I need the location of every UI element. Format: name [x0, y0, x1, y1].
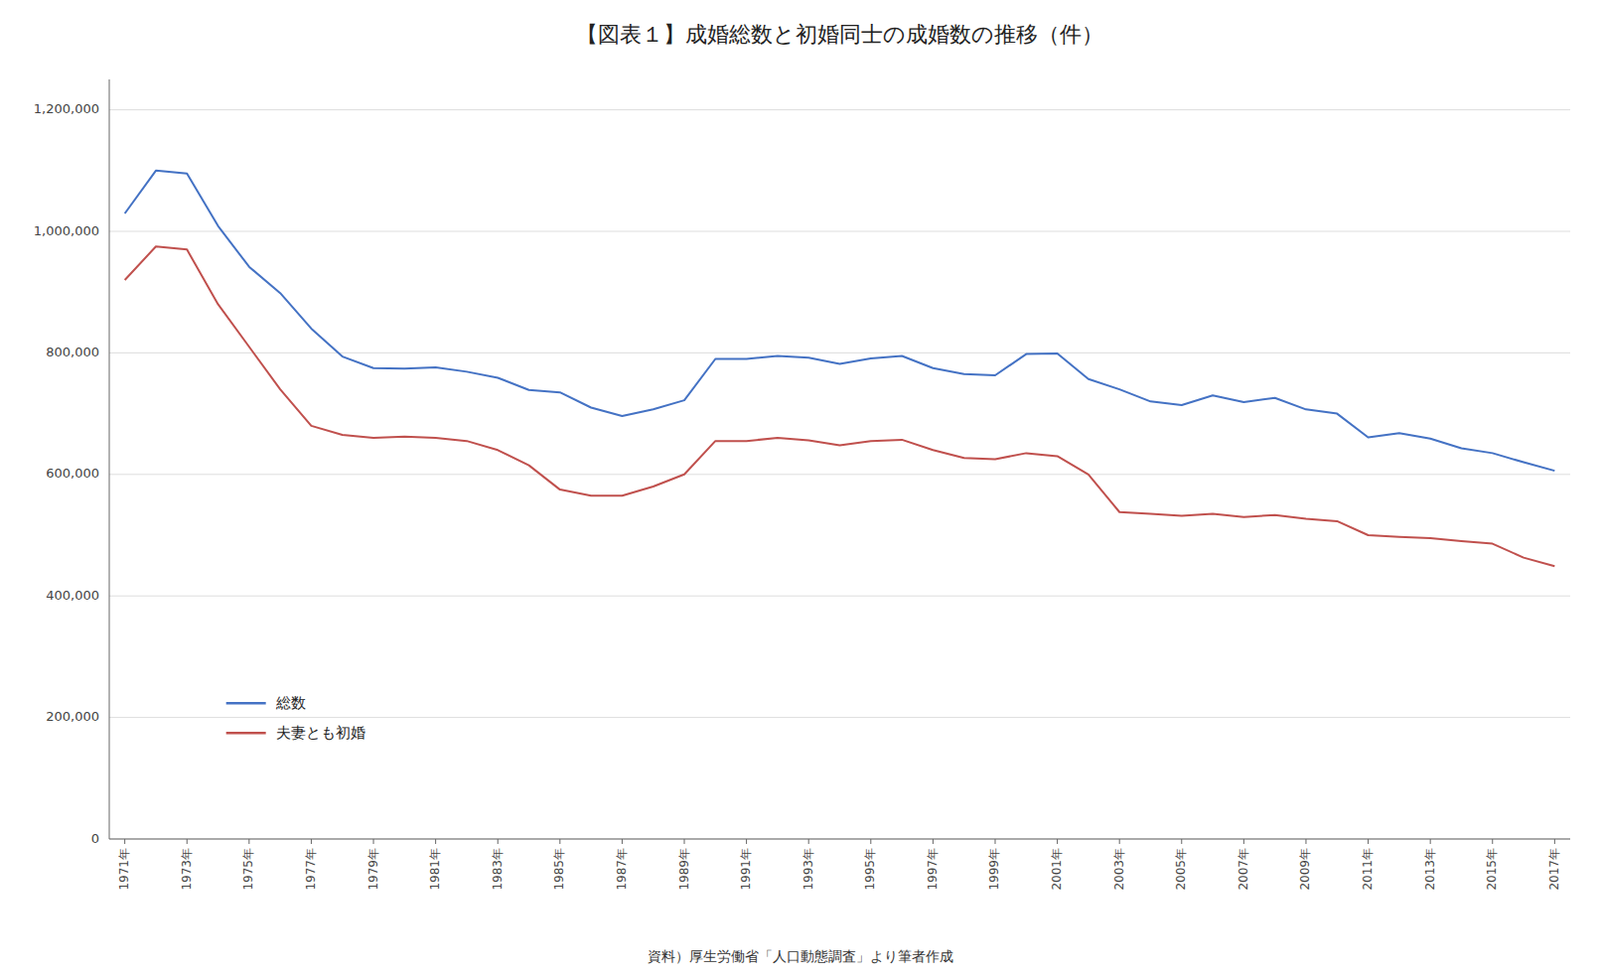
x-tick — [1491, 839, 1493, 845]
y-axis-line — [109, 79, 111, 840]
legend-swatch — [226, 731, 267, 735]
legend: 総数夫妻とも初婚 — [226, 694, 366, 742]
x-tick — [186, 839, 188, 845]
x-tick-label: 1983年 — [490, 848, 505, 891]
series-lines — [125, 170, 1556, 567]
x-tick — [435, 839, 437, 845]
chart: 【図表１】成婚総数と初婚同士の成婚数の推移（件） 0 200,000 400,000 6… — [0, 0, 1600, 977]
x-tick — [124, 839, 126, 845]
x-tick — [373, 839, 375, 845]
x-tick — [1180, 839, 1182, 845]
legend-label: 夫妻とも初婚 — [276, 724, 366, 742]
grid-line — [109, 231, 1571, 233]
y-tick-label: 400,000 — [45, 587, 100, 603]
x-tick — [248, 839, 250, 845]
x-tick-label: 1993年 — [801, 848, 816, 891]
y-tick-label: 200,000 — [45, 709, 100, 725]
x-tick — [310, 839, 312, 845]
grid-line — [109, 473, 1571, 475]
x-tick-label: 2017年 — [1547, 848, 1562, 891]
legend-swatch — [226, 702, 267, 706]
x-tick-label: 2013年 — [1423, 848, 1438, 891]
grid-line — [109, 109, 1571, 111]
x-tick-label: 1977年 — [303, 848, 318, 891]
x-tick-label: 2009年 — [1298, 848, 1312, 891]
x-tick-label: 1985年 — [552, 848, 567, 891]
x-tick-label: 1987年 — [614, 848, 629, 891]
x-tick-label: 2001年 — [1049, 848, 1064, 891]
x-tick — [745, 839, 747, 845]
y-tick-label: 600,000 — [45, 465, 100, 481]
x-tick-label: 1971年 — [117, 848, 132, 891]
x-tick-label: 1973年 — [179, 848, 194, 891]
x-tick — [1554, 839, 1556, 845]
line — [125, 246, 1556, 567]
y-tick-label: 800,000 — [45, 344, 100, 360]
x-tick-label: 2011年 — [1360, 848, 1375, 891]
x-tick — [1367, 839, 1369, 845]
x-tick — [870, 839, 872, 845]
y-tick-label: 1,200,000 — [33, 101, 100, 117]
x-tick-label: 2005年 — [1173, 848, 1188, 891]
x-tick-label: 1989年 — [677, 848, 692, 891]
source-note: 資料）厚生労働省「人口動態調査」より筆者作成 — [647, 948, 954, 965]
x-tick-label: 1979年 — [366, 848, 381, 891]
y-tick-label: 1,000,000 — [33, 223, 100, 239]
x-tick-label: 1975年 — [241, 848, 256, 891]
x-tick — [497, 839, 499, 845]
x-tick-label: 1991年 — [738, 848, 753, 891]
x-tick — [932, 839, 934, 845]
x-tick-label: 1999年 — [987, 848, 1002, 891]
x-tick — [994, 839, 996, 845]
x-tick-label: 2007年 — [1236, 848, 1251, 891]
y-tick-label: 0 — [91, 831, 100, 847]
grid-line — [109, 839, 1571, 841]
y-grid — [109, 110, 1571, 840]
x-tick — [1056, 839, 1058, 845]
line — [125, 170, 1556, 471]
x-tick-label: 1981年 — [428, 848, 442, 891]
grid-line — [109, 717, 1571, 719]
x-tick — [1119, 839, 1121, 845]
x-tick — [621, 839, 623, 845]
legend-label: 総数 — [275, 694, 306, 713]
x-tick — [808, 839, 810, 845]
grid-line — [109, 595, 1571, 597]
x-tick — [684, 839, 686, 845]
x-tick-label: 1997年 — [925, 848, 940, 891]
x-tick-label: 2015年 — [1484, 848, 1499, 891]
x-tick-label: 2003年 — [1112, 848, 1127, 891]
x-tick — [559, 839, 561, 845]
x-tick — [1305, 839, 1307, 845]
x-axis-line — [109, 839, 1571, 841]
grid-line — [109, 352, 1571, 354]
title: 【図表１】成婚総数と初婚同士の成婚数の推移（件） — [576, 21, 1104, 47]
x-tick — [1243, 839, 1245, 845]
x-tick — [1430, 839, 1432, 845]
x-tick-label: 1995年 — [863, 848, 877, 891]
